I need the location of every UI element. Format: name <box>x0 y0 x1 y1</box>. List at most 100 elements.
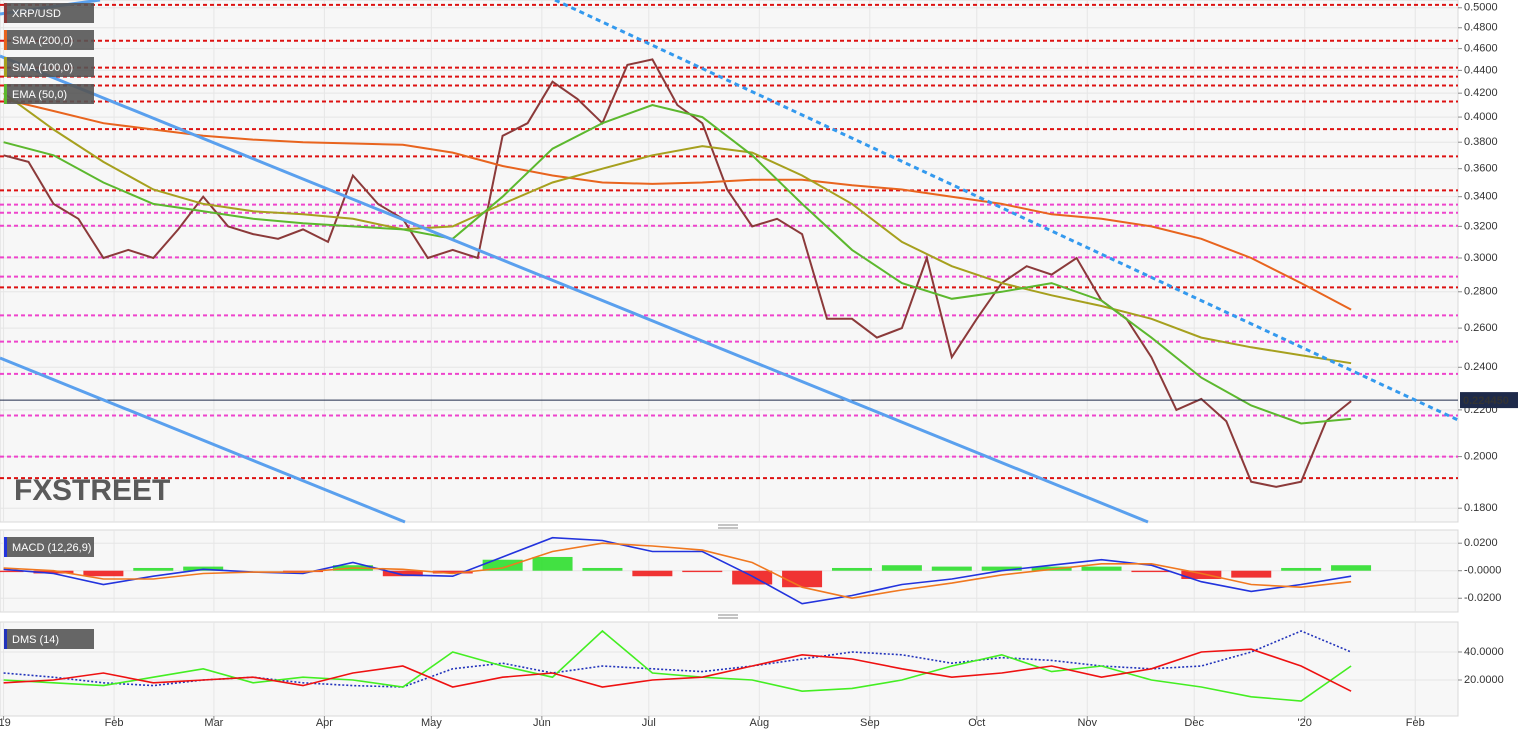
x-tick-label: Feb <box>105 717 124 729</box>
legend-label: SMA (100,0) <box>12 62 73 74</box>
histogram-bar <box>981 566 1022 571</box>
y-tick-label: 0.1800 <box>1464 502 1498 514</box>
trend-line-dashed <box>554 0 1459 422</box>
histogram-bar <box>33 570 74 574</box>
legend-label: SMA (200,0) <box>12 35 73 47</box>
x-tick-label: '19 <box>0 717 11 729</box>
y-tick-label: 0.0200 <box>1464 537 1498 549</box>
histogram-bar <box>532 556 573 571</box>
histogram-bar <box>1081 566 1122 571</box>
x-tick-label: Sep <box>860 717 880 729</box>
histogram-bar <box>1231 570 1272 578</box>
histogram-bar <box>931 566 972 571</box>
y-tick-label: 20.0000 <box>1464 674 1504 686</box>
plots <box>0 3 1458 702</box>
histogram-bar <box>881 565 922 571</box>
histogram-bar <box>1181 570 1222 579</box>
series-line <box>3 542 1352 600</box>
legend-box <box>4 84 94 104</box>
legend-entry: XRP/USD <box>4 3 94 23</box>
legend-box <box>4 57 94 77</box>
histogram-bar <box>1331 565 1372 571</box>
legend-swatch <box>4 537 7 557</box>
last-price-box <box>1460 392 1518 409</box>
histogram-bar <box>482 559 523 571</box>
x-tick-label: Dec <box>1184 717 1204 729</box>
x-tick-label: Feb <box>1406 717 1425 729</box>
y-tick-label: -0.0200 <box>1464 592 1501 604</box>
x-tick-label: Aug <box>750 717 770 729</box>
pane-handles <box>718 524 738 619</box>
y-tick-label: 0.4800 <box>1464 22 1498 34</box>
last-price-label: 0.224450 <box>1463 395 1509 407</box>
y-tick-label: 0.3600 <box>1464 163 1498 175</box>
x-tick-label: Mar <box>204 717 223 729</box>
y-tick-label: 0.3000 <box>1464 252 1498 264</box>
pane-backgrounds <box>0 0 1459 717</box>
legend-entry: MACD (12,26,9) <box>4 537 94 557</box>
histogram-bar <box>632 570 673 577</box>
series-line <box>3 98 1352 311</box>
histogram-bar <box>1281 567 1322 571</box>
histogram-bar <box>83 570 124 577</box>
histogram-bar <box>133 567 174 571</box>
histogram-bar <box>0 570 24 573</box>
series-line <box>3 103 1352 425</box>
legend-box <box>4 30 94 50</box>
trend-line <box>0 356 406 524</box>
series-line <box>3 92 1352 365</box>
y-tick-label: 0.3200 <box>1464 220 1498 232</box>
legend-label: XRP/USD <box>12 8 61 20</box>
y-tick-label: 0.4000 <box>1464 111 1498 123</box>
legend-entry: DMS (14) <box>4 629 94 649</box>
watermark: FX <box>14 474 52 507</box>
histogram-bar <box>382 570 423 577</box>
legend-swatch <box>4 84 7 104</box>
legend-swatch <box>4 3 7 23</box>
y-tick-label: 0.4600 <box>1464 43 1498 55</box>
y-tick-label: 0.2000 <box>1464 450 1498 462</box>
histogram-bar <box>432 570 473 574</box>
y-tick-label: 0.2800 <box>1464 286 1498 298</box>
y-tick-label: 0.5000 <box>1464 2 1498 14</box>
pane <box>0 0 1459 523</box>
x-tick-label: Nov <box>1077 717 1097 729</box>
x-tick-label: May <box>421 717 442 729</box>
y-tick-label: 0.3400 <box>1464 191 1498 203</box>
legend-label: MACD (12,26,9) <box>12 542 91 554</box>
histogram-bar <box>732 570 773 585</box>
legend-swatch <box>4 57 7 77</box>
x-tick-label: Jul <box>642 717 656 729</box>
x-tick-label: '20 <box>1298 717 1312 729</box>
x-tick-label: Apr <box>316 717 333 729</box>
legend-label: EMA (50,0) <box>12 89 67 101</box>
legend-label: DMS (14) <box>12 634 59 646</box>
legend-box <box>4 629 94 649</box>
series-line <box>3 536 1352 605</box>
legend-box <box>4 537 94 557</box>
legend-box <box>4 3 94 23</box>
series-line <box>3 648 1352 692</box>
histogram-bar <box>582 567 623 571</box>
legend-entry: SMA (100,0) <box>4 57 94 77</box>
legend-swatch <box>4 629 7 649</box>
legend-entry: SMA (200,0) <box>4 30 94 50</box>
histogram-bar <box>682 570 723 573</box>
trend-line <box>0 54 1149 524</box>
y-tick-label: 0.2400 <box>1464 361 1498 373</box>
y-tick-label: -0.0000 <box>1464 565 1501 577</box>
y-tick-label: 0.4200 <box>1464 87 1498 99</box>
legend-entry: EMA (50,0) <box>4 84 94 104</box>
x-tick-label: Jun <box>533 717 551 729</box>
histogram-bar <box>831 567 872 571</box>
histogram-bar <box>1131 570 1172 573</box>
y-tick-label: 0.3800 <box>1464 136 1498 148</box>
y-tick-label: 0.2600 <box>1464 322 1498 334</box>
legend-swatch <box>4 30 7 50</box>
y-tick-label: 40.0000 <box>1464 646 1504 658</box>
watermark: STREET <box>52 474 170 507</box>
x-tick-label: Oct <box>968 717 985 729</box>
histogram-bar <box>782 570 823 588</box>
